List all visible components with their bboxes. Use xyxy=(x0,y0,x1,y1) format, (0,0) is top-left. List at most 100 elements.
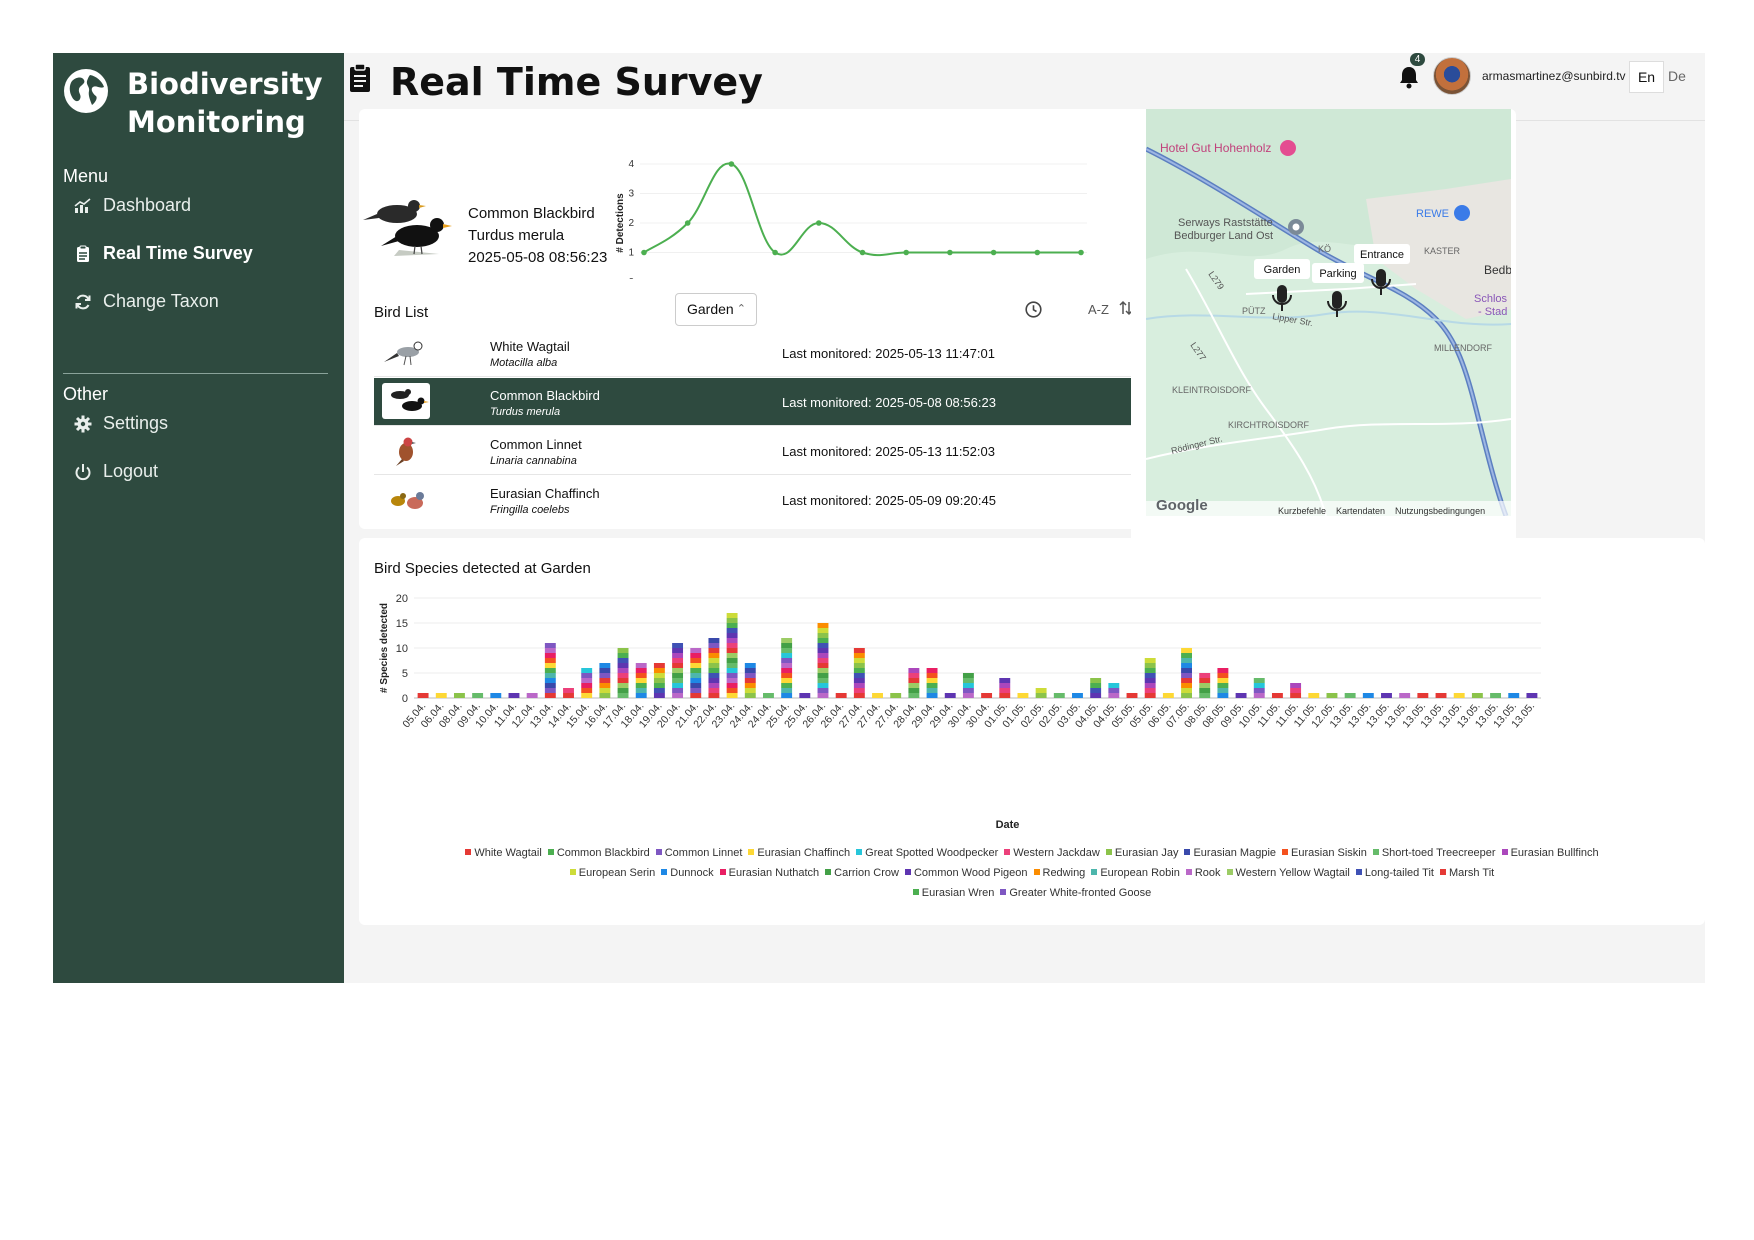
legend-label: Short-toed Treecreeper xyxy=(1381,847,1496,859)
legend-item[interactable]: Eurasian Chaffinch xyxy=(748,843,850,863)
bar-segment xyxy=(1144,688,1156,693)
bar-segment xyxy=(544,663,556,668)
map-terms-link[interactable]: Nutzungsbedingungen xyxy=(1395,506,1485,516)
bird-list-row-selected[interactable]: Common Blackbird Turdus merula Last moni… xyxy=(374,378,1133,426)
legend-item[interactable]: Eurasian Magpie xyxy=(1184,843,1276,863)
bar-segment xyxy=(635,663,647,668)
bar-segment xyxy=(781,673,793,678)
google-logo: Google xyxy=(1156,497,1208,514)
other-section-label: Other xyxy=(63,384,109,404)
legend-item[interactable]: Common Linnet xyxy=(655,843,742,863)
sidebar-item-real-time-survey[interactable]: Real Time Survey xyxy=(74,243,253,264)
bar-segment xyxy=(653,688,665,693)
legend-item[interactable]: Carrion Crow xyxy=(825,863,899,883)
bar-segment xyxy=(962,693,974,698)
detection-scientific-name: Turdus merula xyxy=(468,227,565,244)
legend-item[interactable]: European Robin xyxy=(1091,863,1180,883)
legend-label: Common Wood Pigeon xyxy=(913,867,1028,879)
map-marker-parking[interactable]: Parking xyxy=(1312,263,1364,317)
bar-segment xyxy=(1017,693,1029,698)
legend-item[interactable]: White Wagtail xyxy=(465,843,542,863)
map-marker-garden[interactable]: Garden xyxy=(1254,259,1310,311)
language-de-button[interactable]: De xyxy=(1668,68,1686,84)
avatar[interactable] xyxy=(1433,57,1471,95)
clock-icon[interactable] xyxy=(1025,301,1042,318)
legend-item[interactable]: Western Yellow Wagtail xyxy=(1226,863,1350,883)
legend-item[interactable]: Greater White-fronted Goose xyxy=(1000,883,1151,903)
legend-item[interactable]: Common Wood Pigeon xyxy=(904,863,1028,883)
bar-segment xyxy=(1490,693,1502,698)
sidebar-item-settings[interactable]: Settings xyxy=(74,413,168,434)
sidebar-item-label: Dashboard xyxy=(103,195,192,215)
bar-segment xyxy=(417,693,429,698)
sort-az-button[interactable]: A-Z xyxy=(1088,302,1109,317)
legend-item[interactable]: Redwing xyxy=(1033,863,1085,883)
bar-segment xyxy=(672,643,684,648)
bird-list-row[interactable]: White Wagtail Motacilla alba Last monito… xyxy=(374,329,1133,377)
bar-segment xyxy=(1381,693,1392,698)
bar-segment xyxy=(799,693,811,698)
sidebar-item-dashboard[interactable]: Dashboard xyxy=(74,195,191,216)
bird-common-name: Common Blackbird xyxy=(490,388,600,403)
microphone-icon xyxy=(1371,269,1391,295)
bar-segment xyxy=(1144,658,1156,663)
data-point xyxy=(990,249,997,256)
legend-item[interactable]: Long-tailed Tit xyxy=(1355,863,1434,883)
bar-segment xyxy=(1108,683,1120,688)
legend-item[interactable]: Dunnock xyxy=(661,863,714,883)
bar-segment xyxy=(690,653,702,658)
legend-item[interactable]: Short-toed Treecreeper xyxy=(1372,843,1496,863)
map-label-rewe: REWE xyxy=(1416,208,1449,220)
bar-segment xyxy=(581,673,593,678)
map-data-link[interactable]: Kartendaten xyxy=(1336,506,1385,516)
sidebar-item-change-taxon[interactable]: Change Taxon xyxy=(74,291,219,312)
bar-segment xyxy=(1181,693,1192,698)
map-shortcuts-link[interactable]: Kurzbefehle xyxy=(1278,506,1326,516)
legend-item[interactable]: Eurasian Nuthatch xyxy=(719,863,820,883)
bar-segment xyxy=(690,673,702,678)
user-email[interactable]: armasmartinez@sunbird.tv xyxy=(1482,69,1626,83)
legend-item[interactable]: Eurasian Wren xyxy=(912,883,994,903)
bird-list-scroll[interactable]: White Wagtail Motacilla alba Last monito… xyxy=(359,329,1157,519)
map-label-hotel: Hotel Gut Hohenholz xyxy=(1160,141,1271,155)
bar-segment xyxy=(1217,668,1229,673)
bar-segment xyxy=(1290,693,1302,698)
legend-label: Eurasian Nuthatch xyxy=(728,867,820,879)
bar-segment xyxy=(781,693,793,698)
brand[interactable]: Biodiversity Monitoring xyxy=(62,65,323,141)
legend-item[interactable]: Rook xyxy=(1185,863,1221,883)
x-axis-label: Date xyxy=(996,819,1020,831)
map-label-kaster: KASTER xyxy=(1424,246,1461,256)
location-select[interactable]: Garden ⌃ xyxy=(675,293,757,326)
legend-label: Western Jackdaw xyxy=(1013,847,1100,859)
sidebar-item-label: Settings xyxy=(103,413,169,433)
location-map[interactable]: Hotel Gut Hohenholz Serways Raststätte B… xyxy=(1146,109,1511,516)
legend-item[interactable]: Common Blackbird xyxy=(547,843,650,863)
bird-scientific-name: Fringilla coelebs xyxy=(490,504,570,516)
legend-item[interactable]: Eurasian Jay xyxy=(1105,843,1178,863)
legend-swatch xyxy=(825,869,832,875)
bar-segment xyxy=(1526,693,1538,698)
legend-item[interactable]: Marsh Tit xyxy=(1439,863,1494,883)
map-marker-entrance[interactable]: Entrance xyxy=(1354,244,1410,295)
bell-icon[interactable] xyxy=(1398,65,1420,89)
bird-list-card: Bird List Garden ⌃ A-Z White Wagtail Mot… xyxy=(359,279,1157,529)
language-en-button[interactable]: En xyxy=(1629,61,1664,93)
bar-segment xyxy=(853,683,865,688)
legend-swatch xyxy=(465,849,472,855)
bird-list-row[interactable]: Eurasian Chaffinch Fringilla coelebs Las… xyxy=(374,476,1133,519)
legend-item[interactable]: European Serin xyxy=(569,863,655,883)
legend-item[interactable]: Western Jackdaw xyxy=(1004,843,1100,863)
sidebar-item-logout[interactable]: Logout xyxy=(74,461,158,482)
bar-segment xyxy=(726,648,738,653)
legend-item[interactable]: Great Spotted Woodpecker xyxy=(856,843,998,863)
legend-item[interactable]: Eurasian Siskin xyxy=(1282,843,1367,863)
app-frame: Biodiversity Monitoring Menu Dashboard R… xyxy=(53,53,1705,983)
bar-segment xyxy=(1199,688,1211,693)
bar-segment xyxy=(781,688,793,693)
bird-list-row[interactable]: Common Linnet Linaria cannabina Last mon… xyxy=(374,427,1133,475)
map-label-serways-1: Serways Raststätte xyxy=(1178,217,1273,229)
legend-item[interactable]: Eurasian Bullfinch xyxy=(1501,843,1599,863)
bar-segment xyxy=(781,663,793,668)
sort-icon[interactable] xyxy=(1119,300,1133,316)
